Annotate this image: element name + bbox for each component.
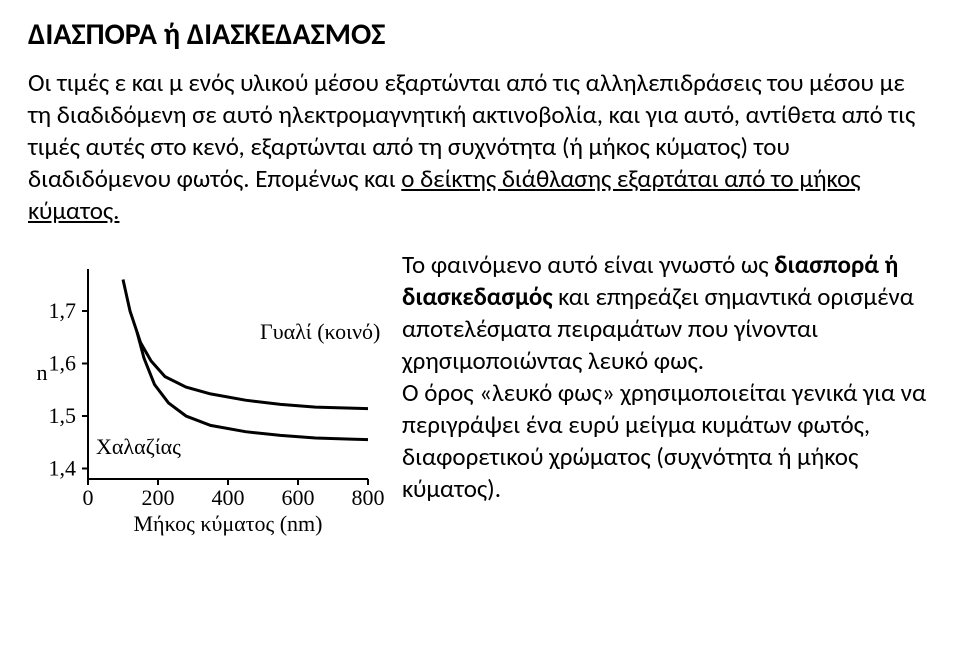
- lower-row: 0 200 400 600 800 1,4 1,5 1,6 1,7 Μήκος κύματος (…: [28, 249, 932, 539]
- svg-text:0: 0: [83, 485, 94, 510]
- svg-text:n: n: [37, 360, 48, 385]
- svg-text:Μήκος κύματος (nm): Μήκος κύματος (nm): [134, 511, 323, 536]
- para2-a: Το φαινόμενο αυτό είναι γνωστό ως: [402, 249, 774, 280]
- intro-paragraph: Οι τιμές ε και μ ενός υλικού μέσου εξαρτ…: [28, 67, 932, 227]
- svg-text:800: 800: [352, 485, 385, 510]
- svg-text:600: 600: [282, 485, 315, 510]
- svg-text:Χαλαζίας: Χαλαζίας: [96, 434, 181, 459]
- para3: Ο όρος «λευκό φως» χρησιμοποιείται γενικ…: [402, 377, 932, 505]
- right-text-block: Το φαινόμενο αυτό είναι γνωστό ως διασπο…: [388, 249, 932, 539]
- page-title: ΔΙΑΣΠΟΡΑ ή ΔΙΑΣΚΕΔΑΣΜΟΣ: [28, 16, 932, 53]
- dispersion-chart: 0 200 400 600 800 1,4 1,5 1,6 1,7 Μήκος κύματος (…: [28, 249, 388, 539]
- svg-text:200: 200: [142, 485, 175, 510]
- svg-text:1,7: 1,7: [49, 298, 77, 323]
- svg-text:1,5: 1,5: [49, 403, 77, 428]
- svg-text:Γυαλί (κοινό): Γυαλί (κοινό): [260, 319, 380, 344]
- para2: Το φαινόμενο αυτό είναι γνωστό ως διασπο…: [402, 249, 932, 377]
- svg-text:1,6: 1,6: [49, 351, 77, 376]
- svg-text:1,4: 1,4: [49, 456, 77, 481]
- svg-text:400: 400: [212, 485, 245, 510]
